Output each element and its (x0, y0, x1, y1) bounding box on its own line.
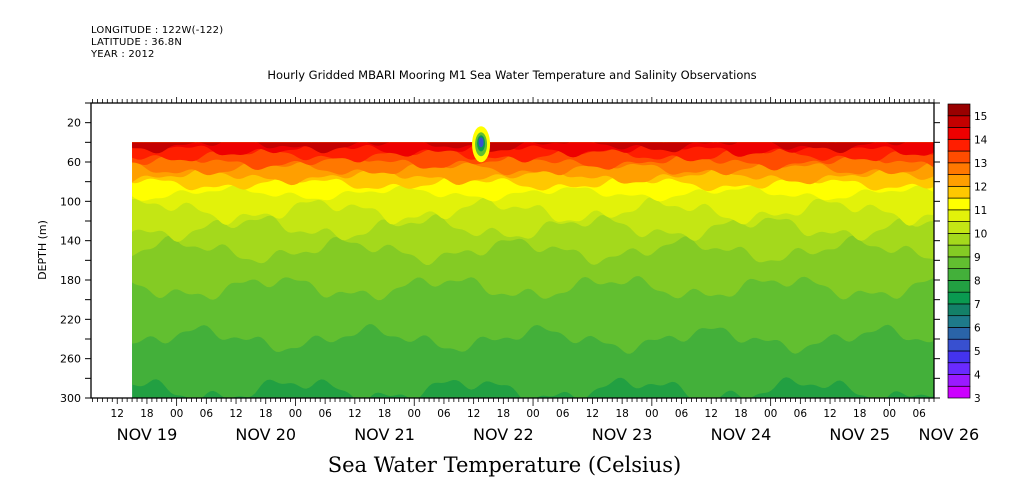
y-tick-label: 300 (60, 392, 81, 405)
colorbar-swatch (947, 138, 971, 152)
x-hour-label: 18 (615, 408, 628, 420)
y-tick-label: 100 (60, 195, 81, 208)
colorbar-swatch (947, 315, 971, 328)
colorbar-label: 15 (974, 111, 987, 123)
x-hour-label: 06 (912, 408, 926, 420)
x-day-label: NOV 21 (354, 425, 415, 444)
colorbar-swatch (947, 127, 971, 140)
x-hour-label: 00 (289, 408, 302, 420)
anomaly-band (478, 137, 484, 148)
colorbar-swatch (947, 385, 971, 399)
colorbar-label: 11 (974, 205, 987, 217)
colorbar-swatch (947, 338, 971, 352)
colorbar-swatch (947, 174, 971, 187)
colorbar-label: 6 (974, 322, 981, 334)
colorbar-swatch (947, 291, 971, 305)
x-hour-label: 00 (764, 408, 777, 420)
colorbar-swatch (947, 162, 971, 175)
colorbar-swatch (947, 256, 971, 269)
x-day-label: NOV 26 (919, 425, 980, 444)
y-tick-label: 180 (60, 274, 81, 287)
colorbar-swatch (947, 303, 971, 317)
x-hour-label: 06 (675, 408, 689, 420)
x-hour-label: 12 (823, 408, 836, 420)
colorbar-swatch (947, 268, 971, 281)
x-hour-label: 12 (467, 408, 480, 420)
colorbar-swatch (947, 362, 971, 375)
y-tick-label: 140 (60, 235, 81, 248)
x-hour-label: 12 (705, 408, 718, 420)
colorbar-swatch (947, 350, 971, 364)
colorbar-swatch (947, 185, 971, 199)
colorbar: 3 4 5 6 7 8 9 10 11 12 13 14 15 (947, 103, 988, 405)
contour-field (132, 126, 934, 398)
x-hour-label: 00 (883, 408, 896, 420)
x-day-label: NOV 24 (711, 425, 772, 444)
colorbar-swatch (947, 150, 971, 164)
colorbar-swatch (947, 280, 971, 293)
x-hour-label: 06 (318, 408, 332, 420)
isotherm-band (132, 142, 934, 154)
latitude-label: LATITUDE : 36.8N (91, 37, 183, 48)
colorbar-swatch (947, 233, 971, 246)
y-tick-label: 260 (60, 353, 81, 366)
x-day-label: NOV 22 (473, 425, 534, 444)
x-hour-label: 12 (586, 408, 599, 420)
x-hour-label: 06 (200, 408, 214, 420)
x-day-label: NOV 20 (235, 425, 296, 444)
colorbar-label: 8 (974, 275, 981, 287)
x-hour-label: 00 (170, 408, 183, 420)
y-tick-label: 20 (67, 117, 81, 130)
colorbar-swatch (947, 209, 971, 222)
x-day-label: NOV 19 (117, 425, 178, 444)
x-hour-label: 12 (229, 408, 242, 420)
x-hour-label: 06 (437, 408, 451, 420)
x-hour-label: 18 (259, 408, 272, 420)
x-hour-label: 06 (794, 408, 808, 420)
colorbar-label: 12 (974, 181, 987, 193)
x-hour-label: 12 (348, 408, 361, 420)
x-hour-label: 00 (408, 408, 421, 420)
y-tick-label: 60 (67, 156, 81, 169)
x-hour-label: 06 (556, 408, 570, 420)
x-day-label: NOV 25 (829, 425, 890, 444)
y-axis-label: DEPTH (m) (36, 220, 49, 280)
colorbar-swatch (947, 115, 971, 128)
colorbar-swatch (947, 374, 971, 387)
colorbar-swatch (947, 244, 971, 258)
x-hour-label: 00 (526, 408, 539, 420)
colorbar-swatch (947, 327, 971, 340)
colorbar-label: 10 (974, 228, 987, 240)
colorbar-label: 3 (974, 393, 981, 405)
x-hour-label: 18 (497, 408, 510, 420)
colorbar-swatch (947, 197, 971, 211)
colorbar-label: 14 (974, 134, 988, 146)
x-hour-label: 18 (853, 408, 866, 420)
year-label: YEAR : 2012 (91, 49, 155, 60)
colorbar-label: 5 (974, 346, 981, 358)
x-hour-label: 18 (378, 408, 391, 420)
colorbar-swatch (947, 221, 971, 234)
x-hour-label: 18 (140, 408, 153, 420)
longitude-label: LONGITUDE : 122W(-122) (91, 25, 224, 36)
x-hour-label: 00 (645, 408, 658, 420)
y-tick-label: 220 (60, 313, 81, 326)
x-hour-label: 18 (734, 408, 747, 420)
x-hour-label: 12 (111, 408, 124, 420)
colorbar-swatch (947, 103, 971, 117)
colorbar-label: 7 (974, 299, 981, 311)
x-day-label: NOV 23 (592, 425, 653, 444)
chart-title: Hourly Gridded MBARI Mooring M1 Sea Wate… (267, 68, 757, 82)
colorbar-label: 13 (974, 158, 987, 170)
colorbar-label: 4 (974, 369, 981, 381)
colorbar-label: 9 (974, 252, 981, 264)
x-axis-title: Sea Water Temperature (Celsius) (327, 453, 682, 477)
plot-frame (90, 102, 935, 399)
